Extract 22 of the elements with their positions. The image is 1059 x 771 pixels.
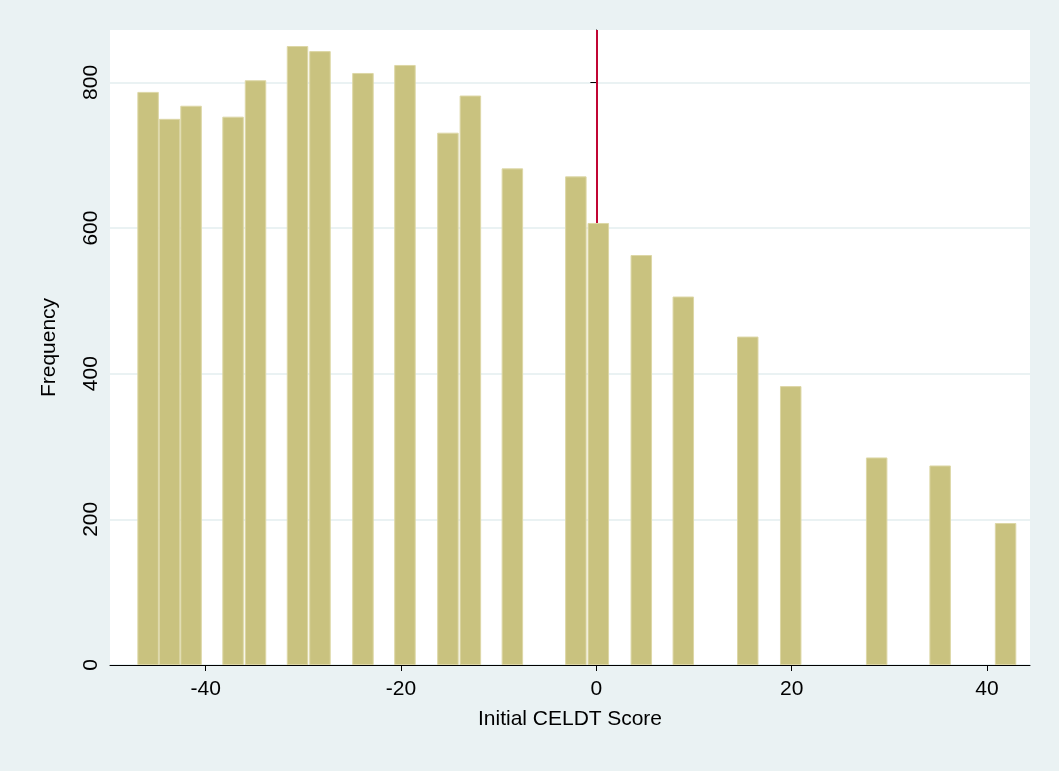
bar [737, 336, 759, 665]
bar [779, 386, 802, 665]
x-tick-label: 20 [780, 676, 804, 699]
bar [865, 457, 888, 665]
bar [394, 64, 416, 665]
x-tick-label: 0 [590, 676, 603, 699]
y-tick-label: 400 [78, 356, 101, 392]
bar [994, 523, 1017, 665]
bar [630, 255, 653, 665]
y-tick-label: 0 [78, 659, 101, 671]
x-tick-label: -20 [385, 676, 417, 699]
bar [929, 465, 951, 665]
bar [672, 296, 695, 665]
y-tick-label: 200 [78, 501, 101, 537]
x-tick-label: 40 [975, 676, 999, 699]
y-axis-title: Frequency [36, 297, 59, 398]
y-tick-label: 800 [78, 64, 101, 100]
x-tick-label: -40 [190, 676, 221, 699]
y-tick-label: 600 [78, 210, 101, 246]
bar [501, 168, 524, 665]
x-axis-title: Initial CELDT Score [477, 706, 663, 729]
bar [352, 72, 374, 665]
